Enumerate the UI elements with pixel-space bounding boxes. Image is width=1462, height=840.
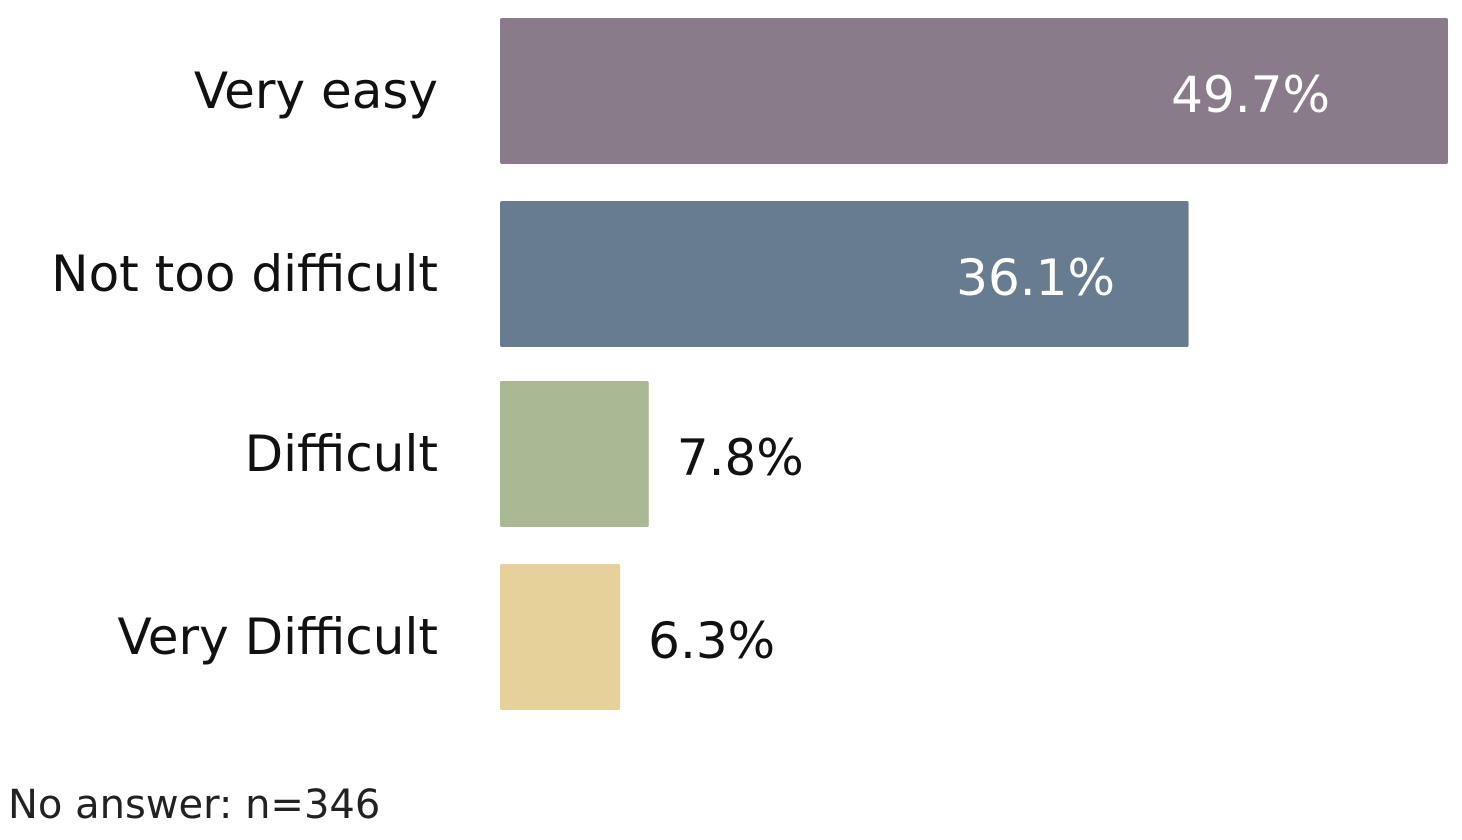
value-label-1: 36.1%	[956, 249, 1115, 307]
category-label-0: Very easy	[194, 62, 438, 120]
category-labels: Very easy Not too difficult Difficult Very …	[51, 62, 438, 666]
value-label-2: 7.8%	[677, 429, 804, 487]
bar-1	[500, 201, 1189, 347]
value-labels: 49.7% 36.1% 7.8% 6.3%	[648, 66, 1330, 670]
category-label-1: Not too difficult	[51, 245, 438, 303]
bar-0	[500, 18, 1448, 164]
value-label-0: 49.7%	[1171, 66, 1330, 124]
category-label-2: Difficult	[245, 425, 438, 483]
category-label-3: Very Difficult	[117, 608, 438, 666]
footnote: No answer: n=346	[8, 782, 381, 828]
bars	[500, 18, 1448, 710]
bar-2	[500, 381, 649, 527]
value-label-3: 6.3%	[648, 612, 775, 670]
bar-3	[500, 564, 621, 710]
